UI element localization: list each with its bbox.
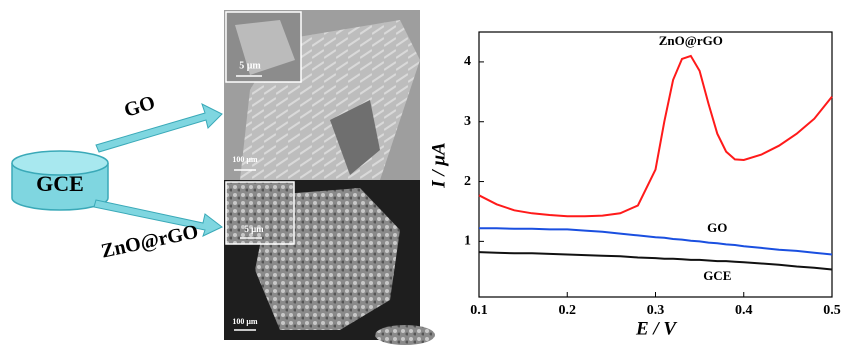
sem-image: 5 μm 100 μm xyxy=(224,10,420,180)
series-label: GCE xyxy=(703,268,731,283)
chart: E / V I / μA 1 2 3 4 0.1 0.2 0.3 0.4 0.5 ZnO@rGO G… xyxy=(428,32,840,339)
x-tick-label: 0.1 xyxy=(470,303,488,318)
electrode-label: GCE xyxy=(36,171,84,196)
y-tick-label: 2 xyxy=(464,174,471,189)
line xyxy=(479,56,832,216)
x-tick-label: 0.3 xyxy=(647,303,665,318)
scale-bar-label: 100 μm xyxy=(232,317,258,326)
scale-bar-label: 100 μm xyxy=(232,155,258,164)
line xyxy=(479,228,832,254)
sem-image: 5 μm 100 μm xyxy=(224,180,435,345)
scale-bar-label: 5 μm xyxy=(239,60,261,71)
line xyxy=(479,252,832,269)
arrow-label: ZnO@rGO xyxy=(99,221,200,263)
x-axis-label: E / V xyxy=(635,318,677,339)
x-tick-label: 0.2 xyxy=(559,303,577,318)
y-axis-label: I / μA xyxy=(428,142,449,188)
series-label: GO xyxy=(707,220,727,235)
arrow-label: GO xyxy=(121,92,157,122)
arrow xyxy=(96,104,222,152)
y-tick-label: 1 xyxy=(464,234,471,249)
x-tick-label: 0.5 xyxy=(823,303,841,318)
y-tick-label: 3 xyxy=(464,114,471,129)
x-tick-label: 0.4 xyxy=(735,303,753,318)
series-label: ZnO@rGO xyxy=(659,33,723,48)
electrode: GCE xyxy=(12,151,108,210)
figure: GCE GO ZnO@rGO 5 μm 100 μm 5 μm 100 μm E… xyxy=(0,0,842,347)
scale-bar-label: 5 μm xyxy=(244,224,264,234)
y-tick-label: 4 xyxy=(464,54,471,69)
